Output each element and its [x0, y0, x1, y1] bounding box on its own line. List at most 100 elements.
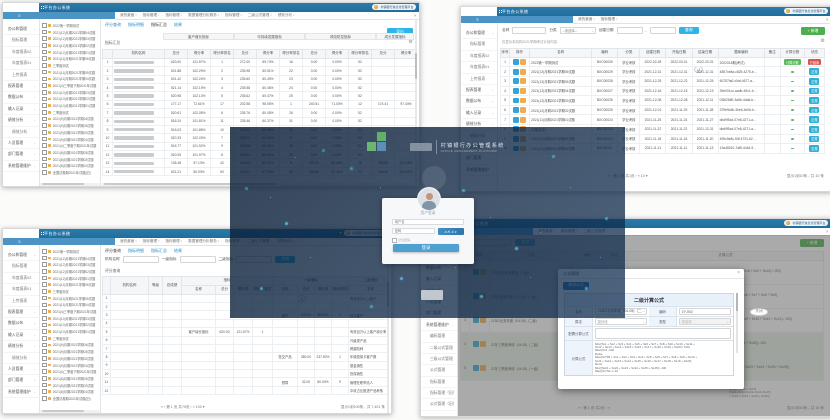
sidebar-menu-item[interactable]: 部门管理⌄: [3, 375, 39, 387]
window-tab[interactable]: 我的桌面: [120, 239, 137, 244]
tree-hscrollbar[interactable]: [42, 182, 84, 185]
checkbox[interactable]: [42, 262, 47, 268]
sidebar-menu-item[interactable]: 绩效分析⌄: [3, 115, 39, 127]
hamburger-icon[interactable]: ≡: [476, 17, 479, 22]
tree-item[interactable]: 2021(8)月期2021学期02试题: [40, 156, 100, 163]
edit-op-button[interactable]: [520, 97, 526, 104]
gear-icon[interactable]: ⚙: [820, 38, 825, 44]
subtab-indicator-detail[interactable]: 指标明细: [128, 248, 144, 253]
view-op-button[interactable]: [513, 107, 519, 113]
checkbox[interactable]: [42, 150, 47, 155]
tree-item[interactable]: 2021(12)月期2021学期02试题: [40, 268, 100, 275]
tree-item[interactable]: 2021(8)月期2021学期01试题: [40, 388, 100, 395]
checkbox[interactable]: [42, 309, 47, 314]
exam-name-link[interactable]: 2021(12)月期2021学期05试题: [529, 75, 593, 87]
window-tab[interactable]: 指标管理: [143, 13, 160, 18]
checkbox[interactable]: [42, 130, 47, 135]
tabs-close-icon[interactable]: ×: [825, 229, 829, 234]
sidebar-menu-item[interactable]: 绩效分析⌄: [3, 353, 39, 364]
checkbox[interactable]: [42, 289, 47, 294]
sidebar-menu-item[interactable]: 系统管理维护⌄: [3, 161, 39, 173]
tree-item[interactable]: 2021(11)月期2021学期05试题: [40, 295, 100, 302]
edit-op-button[interactable]: [520, 107, 526, 113]
hamburger-icon[interactable]: ≡: [18, 13, 21, 18]
window-tab[interactable]: 数据管理分析服务: [188, 239, 219, 244]
tree-item[interactable]: 2021(10)月期2021学期03试题: [40, 315, 100, 322]
exam-name-link[interactable]: 2021(12)月期2021学期06试题: [529, 66, 593, 77]
captcha-image[interactable]: aK4x: [438, 227, 464, 235]
tree-item[interactable]: 2021(11)月期2021学期04试题: [40, 302, 100, 309]
checkbox[interactable]: [42, 56, 47, 62]
tree-item[interactable]: 2021(4)二季度下期2021年试题: [40, 368, 100, 375]
calc-score-button[interactable]: [790, 138, 795, 140]
subtab-indicator-summary[interactable]: 指标汇总: [151, 22, 167, 27]
checkbox[interactable]: [42, 63, 47, 68]
table-vscrollbar[interactable]: [415, 19, 417, 186]
calc-score-button[interactable]: [790, 71, 795, 73]
sidebar-menu-item[interactable]: 报表管理⌄: [3, 307, 39, 319]
type-select[interactable]: 请选择: [679, 318, 731, 326]
tree-hscrollbar[interactable]: [42, 409, 84, 412]
export-button[interactable]: 导出: [387, 28, 413, 36]
tree-item[interactable]: 2021(12)月期2021学期01试题: [40, 49, 100, 56]
calc-score-button[interactable]: [790, 147, 795, 150]
edit-op-button[interactable]: [520, 87, 526, 94]
checkbox[interactable]: [42, 29, 47, 35]
sidebar-menu-item[interactable]: 办公和管理⌄: [3, 250, 39, 262]
date-to-input[interactable]: [649, 27, 676, 34]
sidebar-menu-item[interactable]: 三级公式管理⌄: [421, 354, 457, 366]
checkbox[interactable]: [42, 136, 47, 142]
sidebar-menu-item[interactable]: 绩效分析⌄: [3, 341, 39, 353]
modal-scrollbar[interactable]: [736, 293, 738, 353]
sidebar-menu-item[interactable]: 指标管理⌄: [461, 39, 497, 51]
sidebar-menu-item[interactable]: 上传报表⌄: [3, 296, 39, 307]
subtab-score-query[interactable]: 评分查询: [105, 22, 121, 27]
sidebar-menu-item[interactable]: 年度报表02⌄: [3, 47, 39, 59]
tree-item[interactable]: 2021(9)月期2021学期03试题: [40, 348, 100, 355]
sidebar-menu-item[interactable]: 指标管理（旧）⌄: [421, 388, 457, 400]
checkbox[interactable]: [42, 89, 47, 95]
hamburger-icon[interactable]: ≡: [18, 239, 21, 244]
window-tab[interactable]: 指标管理: [165, 13, 182, 18]
checkbox[interactable]: [42, 116, 47, 122]
tree-item[interactable]: 2021(8)月期2021学期01试题: [40, 162, 100, 169]
checkbox[interactable]: [42, 342, 47, 348]
tree-item[interactable]: 2021(12)月期2021学期04试题: [40, 29, 100, 36]
checkbox[interactable]: [42, 163, 47, 169]
date-from-input[interactable]: [616, 27, 643, 34]
window-tab[interactable]: 指标管理: [143, 239, 160, 244]
view-op-button[interactable]: [513, 97, 519, 104]
tree-item[interactable]: 2021(12)月期2021学期01试题: [40, 275, 100, 282]
name-input[interactable]: [512, 27, 547, 34]
checkbox[interactable]: [42, 275, 47, 281]
checkbox[interactable]: [42, 389, 47, 395]
checkbox[interactable]: [42, 362, 47, 368]
calc-score-button[interactable]: [790, 119, 795, 121]
calc-score-button[interactable]: [790, 128, 795, 131]
exam-name-link[interactable]: 2021(12)月期2021学期04试题: [529, 85, 593, 97]
tree-item[interactable]: 2021(12)月期2021学期04试题: [40, 255, 100, 262]
checkbox[interactable]: [42, 43, 47, 48]
sidebar-menu-item[interactable]: 上传报表⌄: [461, 74, 497, 85]
checkbox[interactable]: [42, 123, 47, 128]
tree-item[interactable]: 2021(10)月期2021学期02试题: [40, 322, 100, 329]
edit-op-button[interactable]: [520, 68, 526, 75]
tree-item[interactable]: 全国试卷期2021年试题(旧): [40, 395, 100, 402]
sidebar-menu-item[interactable]: 报表管理⌄: [461, 85, 497, 97]
tree-item[interactable]: 2021(4)三季度下期2021年试题: [40, 308, 100, 315]
view-op-button[interactable]: [513, 68, 519, 75]
sidebar-menu-item[interactable]: 年度报表02⌄: [461, 51, 497, 63]
tree-item[interactable]: 2021(10)月期2021学期03试题: [40, 89, 100, 96]
window-tab[interactable]: 我的桌面: [578, 17, 595, 22]
view-op-button[interactable]: [513, 78, 519, 85]
checkbox[interactable]: [42, 329, 47, 334]
checkbox[interactable]: [42, 103, 47, 108]
tree-item[interactable]: 2021(11)月期2021学期06试题: [40, 55, 100, 62]
checkbox[interactable]: [42, 69, 47, 75]
tree-item[interactable]: 2021(9)月期2021学期01试题: [40, 362, 100, 369]
subtab-indicator-detail[interactable]: 指标明细: [128, 22, 144, 27]
subtab-indicator-summary[interactable]: 指标汇总: [151, 248, 167, 253]
exam-name-link[interactable]: 2022第一学期测试: [529, 56, 593, 68]
tabs-close-icon[interactable]: ×: [825, 17, 829, 22]
sidebar-menu-item[interactable]: 办公和管理⌄: [3, 24, 39, 36]
